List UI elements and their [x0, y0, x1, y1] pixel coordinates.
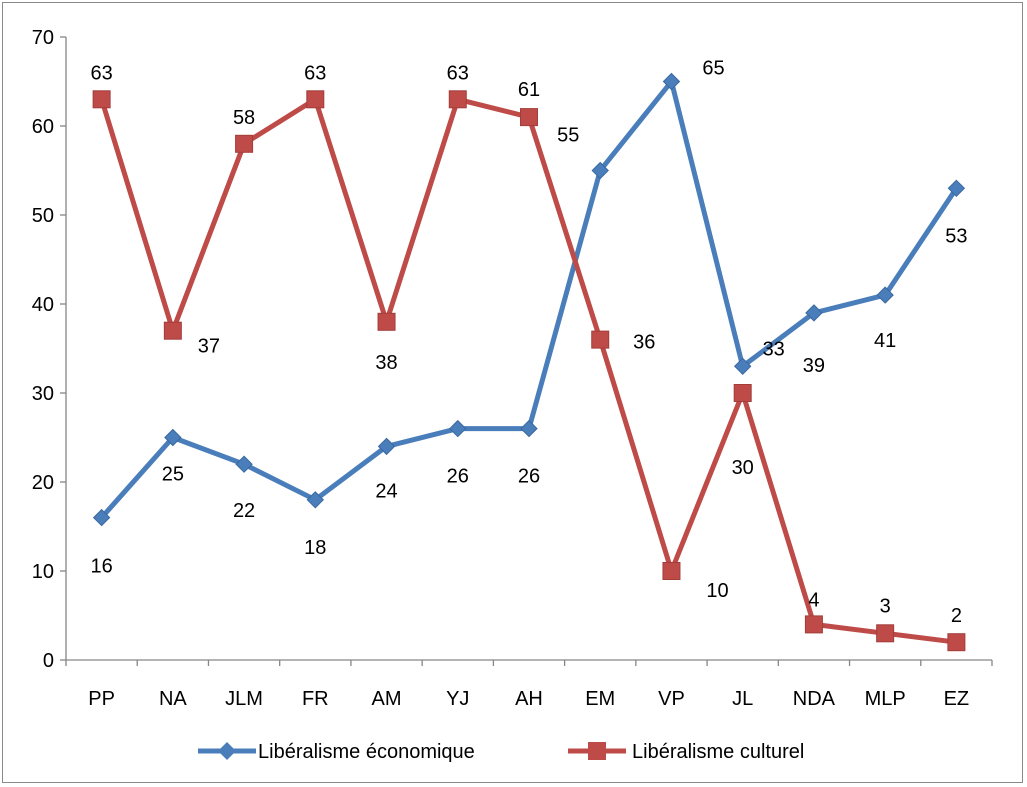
data-point	[733, 357, 752, 376]
x-tick-label: JL	[732, 688, 753, 710]
data-point	[947, 633, 966, 652]
data-label: 16	[90, 556, 112, 578]
data-label: 26	[447, 466, 469, 488]
series-markers	[92, 72, 966, 652]
data-point	[591, 330, 610, 349]
data-label: 58	[233, 107, 255, 129]
data-point	[163, 321, 182, 340]
y-tick-label: 20	[32, 472, 54, 494]
data-label: 65	[702, 58, 724, 80]
legend-swatch-marker	[588, 742, 606, 760]
data-label: 25	[162, 464, 184, 486]
data-point	[306, 491, 325, 509]
data-point	[733, 384, 752, 402]
data-label: 63	[304, 62, 326, 84]
data-point	[805, 304, 823, 322]
legend: Libéralisme économique Libéralisme cultur…	[198, 741, 804, 763]
x-tick-label: PP	[88, 688, 115, 710]
data-point	[520, 108, 538, 127]
data-point	[377, 437, 396, 456]
y-tick-label: 40	[32, 294, 54, 316]
x-tick-label: EM	[585, 688, 615, 710]
series-lines	[99, 79, 959, 645]
y-tick-label: 30	[32, 383, 54, 405]
data-label: 63	[447, 62, 469, 84]
data-label: 61	[518, 79, 540, 101]
x-tick-label: VP	[658, 688, 685, 710]
x-tick-label: AH	[515, 688, 543, 710]
y-tick-label: 60	[32, 116, 54, 138]
data-point	[662, 562, 681, 580]
series-line	[99, 96, 957, 645]
x-tick-label: YJ	[446, 688, 469, 710]
data-point	[520, 419, 538, 438]
data-point	[876, 286, 894, 304]
data-label: 2	[951, 605, 962, 627]
data-label: 4	[808, 589, 819, 611]
data-point	[306, 90, 325, 109]
data-point	[448, 90, 467, 109]
x-tick-label: EZ	[944, 688, 970, 710]
data-point	[662, 72, 681, 91]
data-point	[591, 161, 609, 180]
series-line	[99, 79, 959, 520]
y-tick-label: 10	[32, 561, 54, 583]
data-label: 26	[518, 466, 540, 488]
data-label: 3	[880, 595, 891, 617]
axes: 0 10 20 30 40 50 60 70 PP NA JLM FR AM YJ AH EM VP JL NDA M…	[32, 27, 993, 710]
data-point	[947, 179, 966, 198]
data-label: 36	[633, 332, 655, 354]
data-point	[92, 90, 111, 109]
data-label: 39	[803, 355, 825, 377]
data-label: 38	[375, 352, 397, 374]
legend-label: Libéralisme économique	[258, 741, 475, 763]
data-point	[235, 134, 254, 153]
legend-label: Libéralisme culturel	[632, 741, 804, 763]
x-tick-label: FR	[302, 688, 329, 710]
y-tick-label: 50	[32, 205, 54, 227]
data-label: 41	[874, 330, 896, 352]
x-tick-label: JLM	[225, 688, 263, 710]
y-tick-label: 0	[43, 650, 54, 672]
data-point	[235, 455, 253, 473]
data-label: 63	[90, 62, 112, 84]
data-point	[449, 419, 467, 438]
x-tick-label: NDA	[793, 688, 836, 710]
data-label: 18	[304, 537, 326, 559]
y-tick-label: 70	[32, 27, 54, 49]
data-label: 10	[706, 580, 728, 602]
x-tick-label: MLP	[865, 688, 906, 710]
data-point	[164, 428, 182, 447]
data-point	[92, 508, 111, 527]
data-point	[377, 312, 396, 331]
data-label: 53	[945, 225, 967, 247]
data-point	[804, 615, 823, 634]
x-tick-label: AM	[372, 688, 402, 710]
data-label: 24	[375, 480, 397, 502]
data-label: 33	[763, 338, 785, 360]
data-label: 55	[557, 125, 579, 147]
data-label: 30	[732, 457, 754, 479]
data-label: 22	[233, 500, 255, 522]
legend-swatch-marker	[218, 742, 236, 760]
x-tick-label: NA	[159, 688, 187, 710]
data-label: 37	[198, 336, 220, 358]
data-point	[876, 624, 895, 643]
